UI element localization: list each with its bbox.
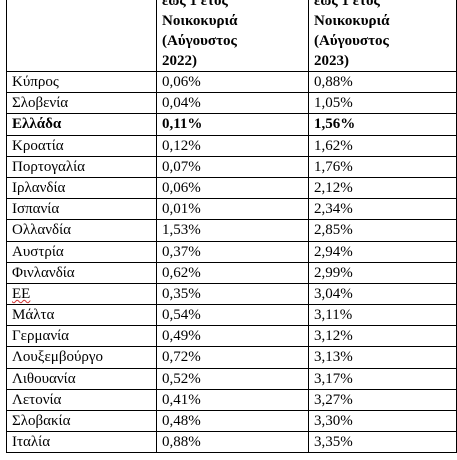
header-2023-line-3: (Αύγουστος [314,33,389,49]
country-cell: Ισπανία [6,198,157,221]
rate-2022-cell: 1,53% [156,219,309,242]
table-row: Φινλανδία 0,62% 2,99% [6,261,457,284]
table-row: Λιθουανία 0,52% 3,17% [6,367,457,390]
country-label-underlined: ΕΕ [12,285,31,302]
rate-2023-cell: 1,62% [308,134,457,157]
table-row: Λετονία 0,41% 3,27% [6,388,457,412]
table-row: Ισπανία 0,01% 2,34% [6,198,457,221]
header-2022-line-1: έως 1 έτος [162,0,228,9]
rate-2022-cell: 0,62% [156,261,309,284]
country-cell: Ιταλία [6,431,157,454]
table-row: Λουξεμβούργο 0,72% 3,13% [6,346,457,369]
country-cell: Πορτογαλία [6,155,157,178]
deposit-rates-table-container: έως 1 έτος Νοικοκυριά (Αύγουστος 2022) έ… [6,0,457,454]
header-country [6,0,157,72]
rate-2022-cell: 0,49% [156,325,309,348]
rate-2022-cell: 0,07% [156,155,309,178]
table-row: Κύπρος 0,06% 0,88% [6,70,457,94]
country-cell: Μάλτα [6,304,157,327]
country-cell: Ολλανδία [6,219,157,242]
rate-2023-cell: 0,88% [308,70,457,94]
rate-2022-cell: 0,35% [156,282,309,306]
rate-2022-cell: 0,88% [156,431,309,454]
header-2022-line-4: 2022) [162,53,197,69]
header-2022-line-3: (Αύγουστος [162,33,237,49]
country-cell: Γερμανία [6,325,157,348]
rate-2023-cell: 2,94% [308,240,457,263]
rate-2023-cell: 3,27% [308,388,457,412]
table-row: Κροατία 0,12% 1,62% [6,134,457,157]
table-row: Γερμανία 0,49% 3,12% [6,325,457,348]
table-row: Μάλτα 0,54% 3,11% [6,304,457,327]
rate-2022-cell: 0,52% [156,367,309,390]
table-row-highlighted: Ελλάδα 0,11% 1,56% [6,113,457,136]
table-row: Αυστρία 0,37% 2,94% [6,240,457,263]
rate-2023-cell: 2,85% [308,219,457,242]
rate-2023-cell: 3,11% [308,304,457,327]
country-cell: Κύπρος [6,70,157,94]
rate-2023-cell: 1,56% [308,113,457,136]
rate-2023-cell: 3,04% [308,282,457,306]
country-cell: Σλοβακία [6,409,157,433]
header-2022-line-2: Νοικοκυριά [162,13,238,29]
rate-2023-cell: 3,17% [308,367,457,390]
header-2023-line-1: έως 1 έτος [314,0,380,9]
header-2022: έως 1 έτος Νοικοκυριά (Αύγουστος 2022) [156,0,309,72]
table-row: Σλοβακία 0,48% 3,30% [6,409,457,433]
rate-2022-cell: 0,37% [156,240,309,263]
rate-2022-cell: 0,06% [156,70,309,94]
header-2023-line-4: 2023) [314,53,349,69]
table-row: Ολλανδία 1,53% 2,85% [6,219,457,242]
country-cell: Λετονία [6,388,157,412]
table-row: Ιρλανδία 0,06% 2,12% [6,176,457,200]
country-cell: Λιθουανία [6,367,157,390]
rate-2023-cell: 3,12% [308,325,457,348]
country-cell: Ελλάδα [6,113,157,136]
rate-2022-cell: 0,11% [156,113,309,136]
country-cell: Λουξεμβούργο [6,346,157,369]
rate-2022-cell: 0,54% [156,304,309,327]
deposit-rates-table: έως 1 έτος Νοικοκυριά (Αύγουστος 2022) έ… [6,0,457,454]
table-row: Ιταλία 0,88% 3,35% [6,431,457,454]
country-cell: Φινλανδία [6,261,157,284]
rate-2022-cell: 0,41% [156,388,309,412]
rate-2022-cell: 0,06% [156,176,309,200]
table-row: ΕΕ 0,35% 3,04% [6,282,457,306]
table-header-row: έως 1 έτος Νοικοκυριά (Αύγουστος 2022) έ… [6,0,457,72]
header-2023: έως 1 έτος Νοικοκυριά (Αύγουστος 2023) [308,0,457,72]
rate-2022-cell: 0,72% [156,346,309,369]
rate-2023-cell: 3,35% [308,431,457,454]
country-cell: Ιρλανδία [6,176,157,200]
rate-2023-cell: 3,30% [308,409,457,433]
rate-2023-cell: 2,99% [308,261,457,284]
rate-2022-cell: 0,12% [156,134,309,157]
rate-2023-cell: 2,12% [308,176,457,200]
country-cell: Αυστρία [6,240,157,263]
table-row: Πορτογαλία 0,07% 1,76% [6,155,457,178]
table-row: Σλοβενία 0,04% 1,05% [6,92,457,115]
rate-2023-cell: 3,13% [308,346,457,369]
header-2023-line-2: Νοικοκυριά [314,13,390,29]
country-cell: Κροατία [6,134,157,157]
rate-2022-cell: 0,48% [156,409,309,433]
country-cell: Σλοβενία [6,92,157,115]
rate-2022-cell: 0,04% [156,92,309,115]
rate-2023-cell: 1,05% [308,92,457,115]
rate-2022-cell: 0,01% [156,198,309,221]
rate-2023-cell: 2,34% [308,198,457,221]
rate-2023-cell: 1,76% [308,155,457,178]
country-cell: ΕΕ [6,282,157,306]
